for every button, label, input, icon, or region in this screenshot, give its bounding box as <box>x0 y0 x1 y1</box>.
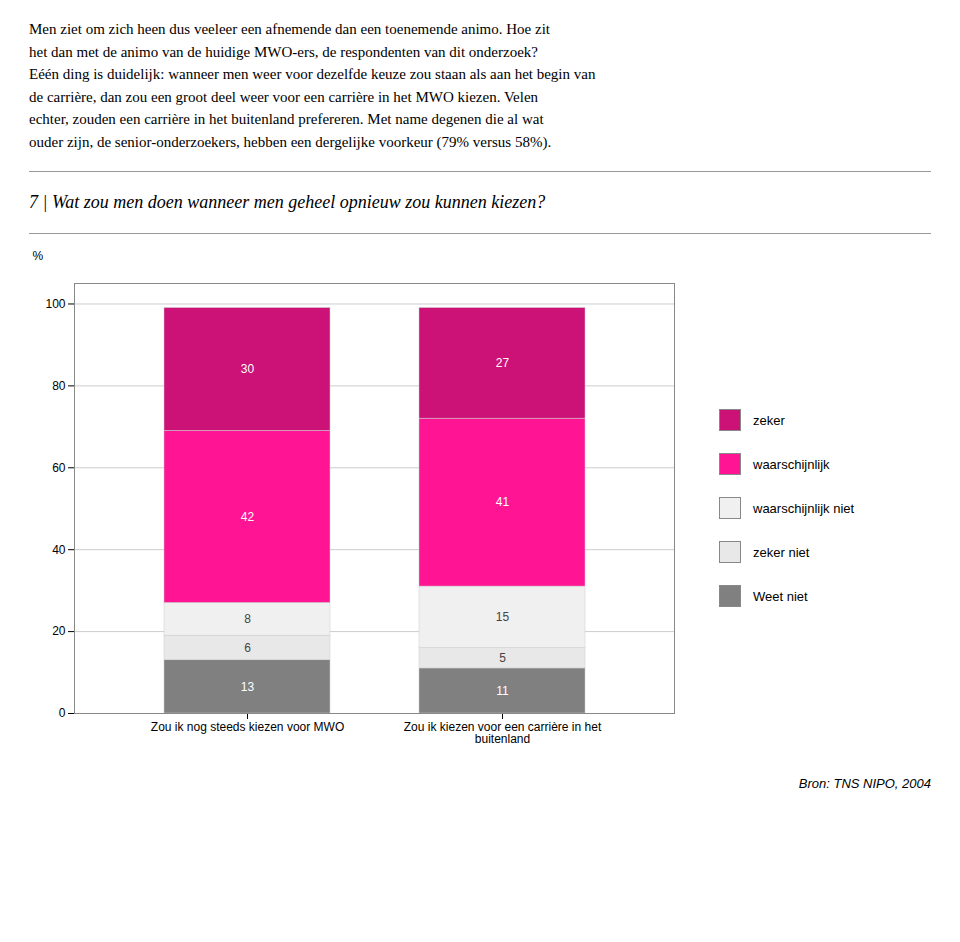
svg-text:Zou ik nog steeds kiezen voor: Zou ik nog steeds kiezen voor MWO <box>151 720 344 734</box>
svg-text:30: 30 <box>241 362 255 376</box>
html-text:het dan met de animo van de hu: het dan met de animo van de huidige MWO-… <box>29 43 538 60</box>
svg-text:15: 15 <box>496 610 510 624</box>
svg-text:42: 42 <box>241 510 255 524</box>
svg-text:41: 41 <box>496 495 510 509</box>
html-text:zeker niet: zeker niet <box>753 544 810 560</box>
html-text:waarschijnlijk niet: waarschijnlijk niet <box>753 500 855 516</box>
svg-text:20: 20 <box>52 624 66 638</box>
svg-text:80: 80 <box>52 379 66 393</box>
svg-text:40: 40 <box>52 543 66 557</box>
svg-text:8: 8 <box>244 612 251 626</box>
svg-text:60: 60 <box>52 461 66 475</box>
svg-text:5: 5 <box>499 651 506 665</box>
html-text:echter, zouden een carrière in: echter, zouden een carrière in het buite… <box>29 111 544 127</box>
svg-text:11: 11 <box>496 684 509 698</box>
svg-text:%: % <box>33 249 44 263</box>
html-text:Weet niet: Weet niet <box>753 588 808 604</box>
svg-text:6: 6 <box>244 641 251 655</box>
html-text:7 | Wat zou men doen wanneer m: 7 | Wat zou men doen wanneer men geheel … <box>29 192 546 212</box>
html-text:ouder zijn, de senior-onderzoe: ouder zijn, de senior-onderzoekers, hebb… <box>29 133 552 150</box>
svg-text:27: 27 <box>496 356 510 370</box>
html-text:waarschijnlijk: waarschijnlijk <box>753 456 830 472</box>
svg-text:13: 13 <box>241 680 255 694</box>
svg-text:Zou ik kiezen voor een carrièr: Zou ik kiezen voor een carrière in hetbu… <box>404 720 602 746</box>
html-text:Bron: TNS NIPO, 2004: Bron: TNS NIPO, 2004 <box>798 776 931 791</box>
svg-text:100: 100 <box>45 297 65 311</box>
html-text:de carrière, dan zou een groot: de carrière, dan zou een groot deel weer… <box>29 88 539 105</box>
html-text:zeker: zeker <box>753 412 785 428</box>
html-text:Eéén ding is duidelijk: wannee: Eéén ding is duidelijk: wanneer men weer… <box>29 66 596 82</box>
html-text:Men ziet om zich heen dus veel: Men ziet om zich heen dus veeleer een af… <box>29 21 550 37</box>
svg-text:0: 0 <box>59 706 66 720</box>
